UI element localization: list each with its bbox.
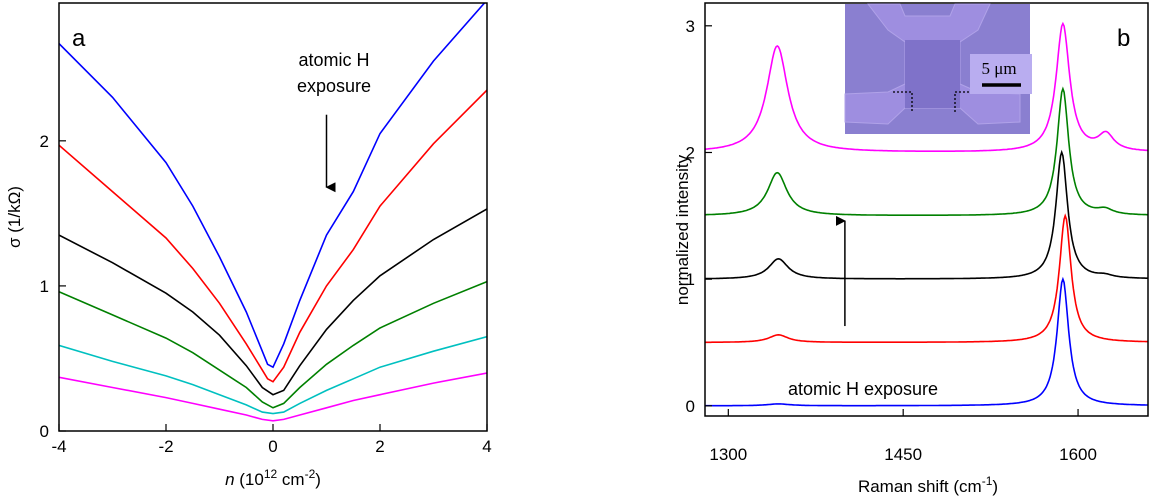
- inset-scalebar-label: 5 μm: [981, 59, 1016, 78]
- inset-flake: [905, 40, 960, 108]
- panel-a-series-3: [59, 280, 487, 409]
- inset-micrograph: 5 μm: [844, 3, 1032, 134]
- panel-b-series-1: [705, 213, 1148, 344]
- panel-b-series-4: [705, 21, 1148, 152]
- panel-b-series-0: [705, 276, 1148, 407]
- panel-a-ylabel: σ (1/kΩ): [5, 186, 24, 248]
- panel-a-xtick-label: -4: [51, 437, 66, 456]
- panel-a-ytick-label: 1: [40, 277, 49, 296]
- panel-b-letter: b: [1117, 25, 1130, 52]
- panel-a-xlabel-var: n: [225, 470, 234, 489]
- panel-b-series: [705, 21, 1148, 407]
- panel-b-ytick-label: 2: [686, 143, 695, 162]
- panel-b-xtick-label: 1300: [709, 445, 747, 464]
- panel-a-annotation-line1: atomic H: [298, 50, 369, 70]
- panel-a-ytick-label: 2: [40, 132, 49, 151]
- panel-a-xlabel: n (1012 cm-2): [225, 467, 321, 489]
- inset-scalebar-bg: [970, 54, 1032, 94]
- panel-b-xtick-label: 1600: [1059, 445, 1097, 464]
- panel-a-annotation-line2: exposure: [297, 76, 371, 96]
- panel-a-xlabel-text: (10: [235, 470, 264, 489]
- panel-a-series-2: [59, 208, 487, 396]
- panel-a-series-5: [59, 372, 487, 422]
- panel-a-xtick-label: -2: [158, 437, 173, 456]
- panel-a-series-4: [59, 335, 487, 415]
- inset-contour-right: [954, 91, 973, 112]
- panel-a-xlabel-unit: cm: [277, 470, 304, 489]
- panel-b-series-3: [705, 86, 1148, 216]
- panel-a-xtick-label: 4: [482, 437, 491, 456]
- panel-a-series-1: [59, 89, 487, 383]
- panel-b-ticks: 1300 1450 1600 0 1 2 3: [686, 17, 1097, 464]
- panel-b-xlabel: Raman shift (cm-1): [858, 474, 998, 496]
- inset-contour-left: [893, 91, 913, 112]
- panel-a-series: [59, 3, 487, 422]
- panel-a-xlabel-sup: 12: [264, 467, 278, 481]
- panel-b-ytick-label: 3: [686, 17, 695, 36]
- panel-b-ylabel: normalized intensity: [673, 154, 692, 305]
- panel-b-ytick-label: 1: [686, 270, 695, 289]
- panel-a-xtick-label: 0: [268, 437, 277, 456]
- panel-b-annotation: atomic H exposure: [788, 379, 938, 399]
- panel-b-xlabel-close: ): [992, 477, 998, 496]
- panel-a-xlabel-close: ): [315, 470, 321, 489]
- panel-a-ticks: -4 -2 0 2 4 0 1 2: [40, 132, 492, 456]
- panel-a-series-0: [59, 3, 486, 369]
- panel-a-letter: a: [72, 25, 86, 52]
- panel-b-series-2: [705, 149, 1148, 280]
- panel-a-xlabel-sup2: -2: [305, 467, 316, 481]
- panel-b-xlabel-sup: -1: [982, 474, 993, 488]
- panel-b-frame: [704, 2, 1149, 417]
- panel-a-xtick-label: 2: [375, 437, 384, 456]
- panel-b: 1300 1450 1600 0 1 2 3 b 5 μm atomic H exposur…: [673, 2, 1149, 496]
- panel-b-xtick-label: 1450: [884, 445, 922, 464]
- panel-b-xlabel-text: Raman shift (cm: [858, 477, 982, 496]
- panel-a-ytick-label: 0: [40, 422, 49, 441]
- panel-b-ytick-label: 0: [686, 397, 695, 416]
